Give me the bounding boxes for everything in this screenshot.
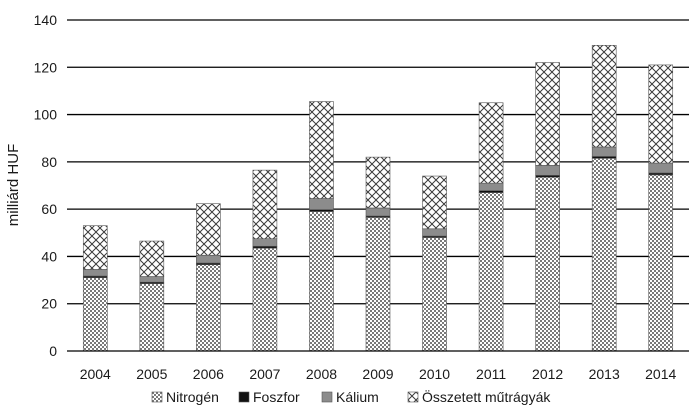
bar-segment-Nitrogén xyxy=(535,176,560,352)
bar-segment-Nitrogén xyxy=(82,277,108,352)
legend-swatch xyxy=(238,391,250,403)
bar-segment-Nitrogén xyxy=(478,192,504,352)
legend: Nitrogén Foszfor Kálium Összetett műtrágyák xyxy=(151,388,551,405)
x-tick-label: 2004 xyxy=(80,366,111,382)
bar-segment-Kálium xyxy=(252,238,278,247)
x-tick-label: 2014 xyxy=(645,366,676,382)
bar-segment-Nitrogén xyxy=(365,217,391,352)
bar-segment-Összetett műtrágyák xyxy=(309,101,334,199)
bar-segment-Kálium xyxy=(309,198,334,210)
y-tick-label: 0 xyxy=(49,343,57,359)
bar-segment-Összetett műtrágyák xyxy=(478,102,504,184)
y-tick-label: 20 xyxy=(41,296,57,312)
x-tick-label: 2005 xyxy=(136,366,167,382)
bar-segment-Kálium xyxy=(196,254,221,264)
x-tick-label: 2008 xyxy=(306,366,337,382)
y-tick-label: 140 xyxy=(34,12,58,28)
bar-segment-Összetett műtrágyák xyxy=(535,62,560,166)
bar-segment-Összetett műtrágyák xyxy=(648,64,674,164)
bar-segment-Nitrogén xyxy=(252,247,278,352)
bar-segment-Összetett műtrágyák xyxy=(591,44,617,148)
x-tick-label: 2010 xyxy=(419,366,450,382)
bar-segment-Kálium xyxy=(365,207,391,217)
legend-label: Foszfor xyxy=(253,389,300,405)
bar-segment-Összetett műtrágyák xyxy=(422,175,447,230)
y-axis-label: milliárd HUF xyxy=(5,144,22,227)
x-tick-label: 2013 xyxy=(589,366,620,382)
bar-segment-Kálium xyxy=(422,228,447,237)
bar-segment-Kálium xyxy=(139,276,165,283)
bar-segment-Kálium xyxy=(648,162,674,174)
legend-swatch xyxy=(321,391,333,403)
bar-segment-Nitrogén xyxy=(648,174,674,352)
legend-label: Összetett műtrágyák xyxy=(422,388,551,405)
bar-segment-Nitrogén xyxy=(591,158,617,352)
legend-swatch xyxy=(407,391,419,403)
bar-segment-Kálium xyxy=(535,165,560,176)
bars xyxy=(82,44,674,352)
y-tick-label: 100 xyxy=(34,107,58,123)
bar-segment-Összetett műtrágyák xyxy=(82,225,108,270)
bar-segment-Összetett műtrágyák xyxy=(252,169,278,239)
y-tick-label: 60 xyxy=(41,201,57,217)
bar-segment-Kálium xyxy=(82,269,108,277)
x-tick-label: 2006 xyxy=(193,366,224,382)
bar-segment-Nitrogén xyxy=(196,264,221,352)
bar-segment-Összetett műtrágyák xyxy=(196,203,221,256)
bar-segment-Nitrogén xyxy=(422,237,447,352)
legend-label: Nitrogén xyxy=(166,389,219,405)
legend-swatch xyxy=(151,391,163,403)
bar-segment-Nitrogén xyxy=(309,211,334,352)
y-tick-label: 120 xyxy=(34,59,58,75)
axes: 0 20 40 60 80 100 120 140 2004 2005 2006 2007 2008 20… xyxy=(34,12,689,382)
y-tick-label: 40 xyxy=(41,248,57,264)
x-tick-label: 2007 xyxy=(249,366,280,382)
x-tick-label: 2009 xyxy=(362,366,393,382)
bar-segment-Összetett műtrágyák xyxy=(139,240,165,277)
x-tick-label: 2012 xyxy=(532,366,563,382)
bar-segment-Kálium xyxy=(591,146,617,157)
y-tick-label: 80 xyxy=(41,154,57,170)
x-tick-label: 2011 xyxy=(476,366,506,382)
legend-label: Kálium xyxy=(336,389,379,405)
bar-segment-Kálium xyxy=(478,182,504,192)
bar-segment-Nitrogén xyxy=(139,283,165,352)
bar-segment-Összetett műtrágyák xyxy=(365,156,391,209)
